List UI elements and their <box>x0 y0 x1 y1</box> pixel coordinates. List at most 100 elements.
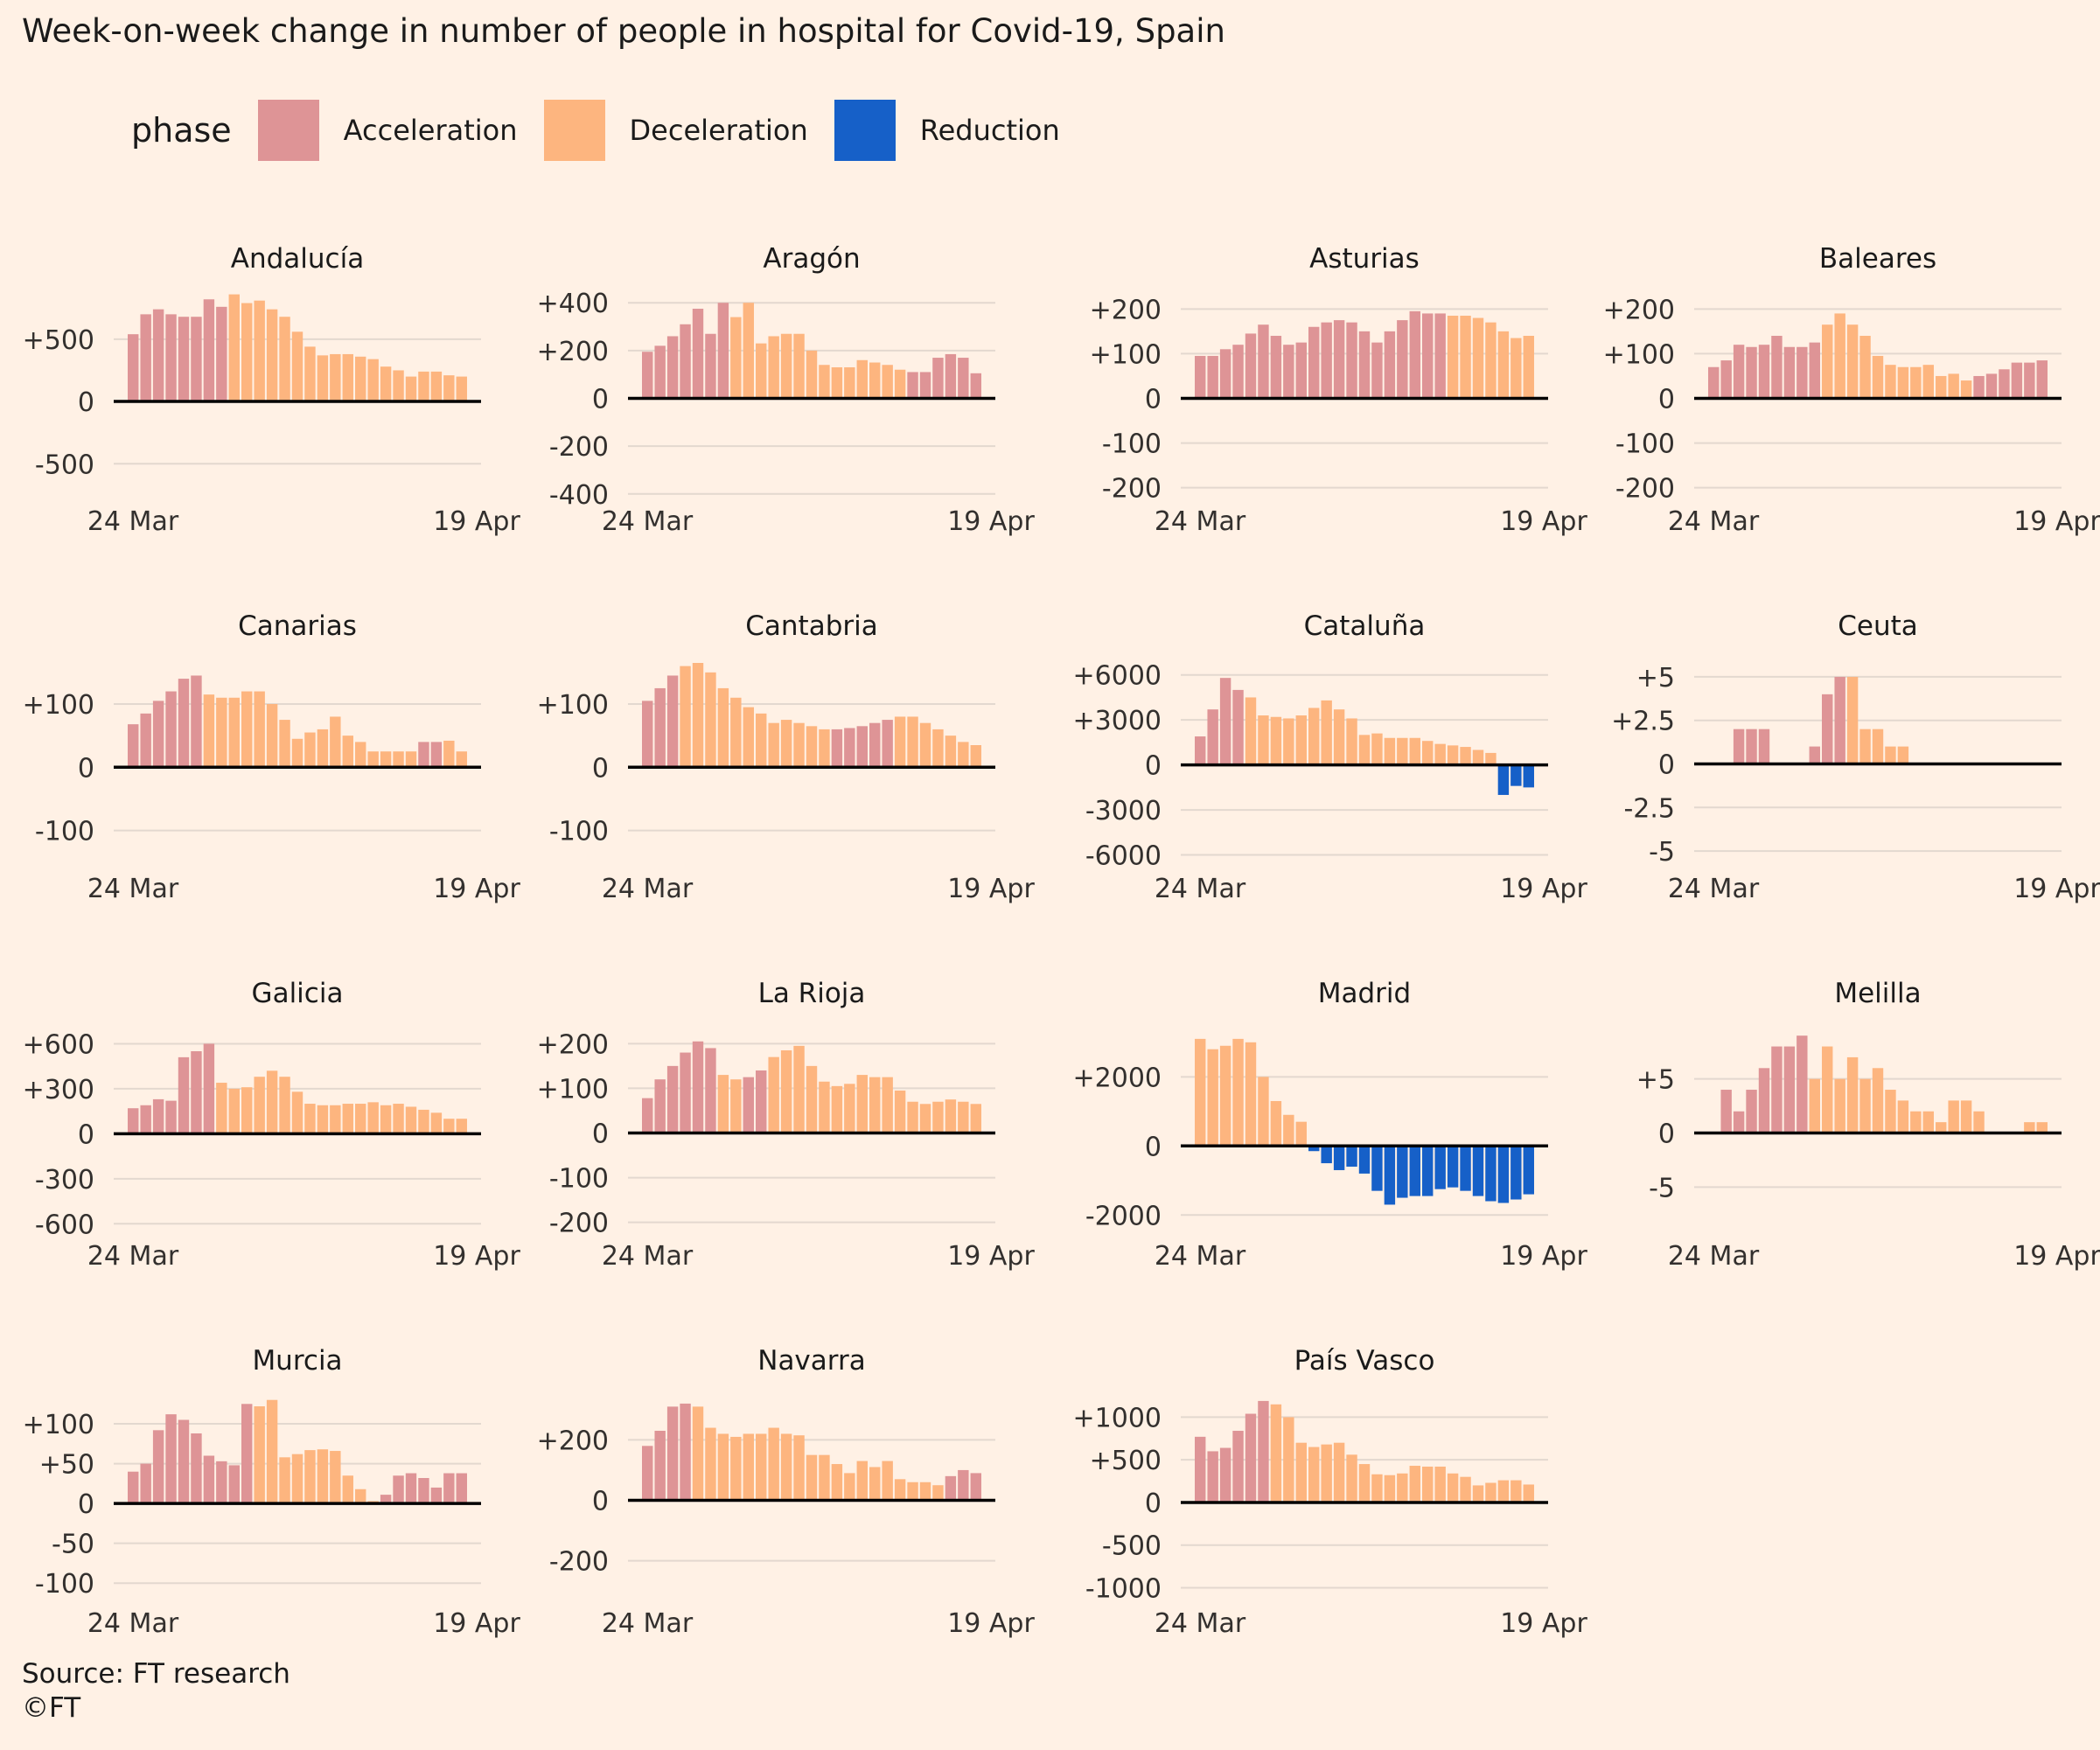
bar <box>907 372 918 399</box>
x-tick-label: 24 Mar <box>87 874 179 904</box>
bar <box>1346 1146 1357 1168</box>
bar <box>443 1473 455 1504</box>
panel-title: Madrid <box>1318 978 1411 1009</box>
y-tick-label: -200 <box>549 1209 609 1239</box>
y-tick-label: 0 <box>1145 751 1162 782</box>
panel-pais-vasco: País Vasco -1000 -500 0 +500 +1000 24 Mar 19 Ap… <box>1073 1345 1588 1639</box>
bar <box>666 1065 679 1133</box>
bar <box>945 353 957 399</box>
panel-canarias: Canarias -100 0 +100 24 Mar 19 Apr <box>23 610 521 904</box>
bar <box>140 314 151 402</box>
bar <box>945 1099 957 1133</box>
bar <box>1999 369 2010 399</box>
y-tick-label: 0 <box>78 1489 94 1520</box>
bar <box>2024 362 2035 399</box>
bar <box>1460 747 1471 765</box>
bar <box>1985 373 1998 399</box>
bar <box>279 720 290 768</box>
bar <box>1270 1404 1282 1502</box>
bar <box>856 359 868 399</box>
bar <box>1797 1035 1808 1133</box>
bar <box>793 1435 805 1501</box>
bar <box>405 376 417 402</box>
bar <box>856 726 868 768</box>
legend-label: Acceleration <box>343 114 518 147</box>
bar <box>304 732 316 768</box>
y-tick-label: -5 <box>1649 837 1675 868</box>
bar <box>1195 355 1206 399</box>
bar <box>291 331 303 402</box>
panel-title: Canarias <box>238 610 357 642</box>
x-tick-label: 24 Mar <box>87 506 179 537</box>
bar <box>1346 1454 1357 1502</box>
bar <box>266 1399 278 1504</box>
bar <box>1321 700 1332 765</box>
legend-item-acceleration: Acceleration <box>257 100 518 161</box>
bar <box>970 1104 981 1133</box>
bar <box>882 1077 893 1133</box>
bar <box>165 1100 177 1134</box>
bar <box>254 300 265 402</box>
panel-title: Aragón <box>763 243 860 275</box>
bar <box>958 1469 969 1501</box>
bar <box>165 1414 177 1504</box>
bar <box>1308 326 1320 399</box>
bar <box>1232 1431 1244 1502</box>
x-tick-label: 19 Apr <box>947 1608 1035 1639</box>
bar <box>1232 689 1244 765</box>
bar <box>1397 1473 1408 1502</box>
bar <box>1510 764 1522 786</box>
bar <box>1708 366 1720 399</box>
y-tick-label: -2000 <box>1085 1201 1162 1231</box>
bar <box>730 697 742 768</box>
bar <box>1973 375 1985 399</box>
y-tick-label: +600 <box>23 1029 94 1060</box>
bar <box>443 1119 455 1134</box>
bar <box>1371 342 1383 399</box>
bar <box>418 742 429 768</box>
bar <box>191 317 202 402</box>
bar <box>1409 1466 1420 1502</box>
panel-title: Galicia <box>252 978 344 1009</box>
bar <box>279 1077 290 1134</box>
y-tick-label: -200 <box>1615 474 1675 505</box>
bar <box>932 1485 944 1501</box>
y-tick-label: 0 <box>1145 1132 1162 1162</box>
bar <box>1321 1146 1332 1164</box>
bar <box>831 366 843 399</box>
bar <box>1358 735 1371 765</box>
bar <box>241 1404 253 1504</box>
bar <box>279 1457 290 1504</box>
panel-cataluna: Cataluña -6000 -3000 0 +3000 +6000 24 Mar 19 Ap… <box>1073 610 1588 904</box>
panel-title: La Rioja <box>758 978 866 1009</box>
panel-melilla: Melilla -5 0 +5 24 Mar 19 Apr <box>1636 978 2100 1272</box>
bar <box>1409 310 1420 399</box>
bar <box>228 697 240 768</box>
bar <box>317 729 329 768</box>
bar <box>692 309 704 399</box>
bar <box>241 691 253 768</box>
bar <box>1409 1146 1420 1196</box>
bar <box>756 343 767 399</box>
bar <box>680 1052 691 1133</box>
bar <box>1207 1451 1218 1502</box>
bar <box>241 303 253 402</box>
bar <box>806 726 818 768</box>
y-tick-label: +100 <box>1090 339 1162 370</box>
bar <box>1758 1068 1770 1133</box>
y-tick-label: +200 <box>1090 295 1162 325</box>
y-tick-label: 0 <box>592 385 609 415</box>
bar <box>1897 1100 1909 1133</box>
bar <box>958 358 969 399</box>
bar <box>844 728 855 768</box>
bar <box>869 362 881 399</box>
bar <box>894 716 906 768</box>
panel-cantabria: Cantabria -100 0 +100 24 Mar 19 Apr <box>537 610 1036 904</box>
bar <box>165 314 177 402</box>
bar <box>932 358 944 399</box>
bar <box>717 1075 729 1133</box>
bar <box>1195 1038 1206 1147</box>
panel-andalucia: Andalucía -500 0 +500 24 Mar 19 Apr <box>23 243 521 537</box>
bar <box>1948 1100 1959 1133</box>
bar <box>819 1454 830 1501</box>
